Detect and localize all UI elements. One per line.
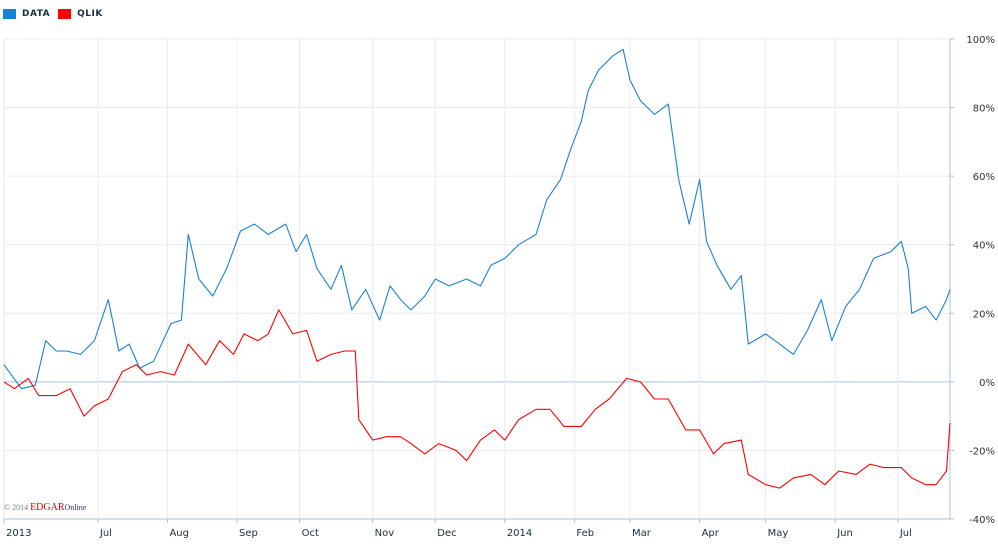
- x-tick-label: Jul: [899, 528, 912, 539]
- y-tick-label: 100%: [966, 35, 995, 46]
- x-tick-label: Oct: [302, 528, 319, 539]
- y-tick-label: 20%: [973, 309, 995, 320]
- x-tick-label: Dec: [437, 528, 456, 539]
- y-tick-label: 0%: [979, 378, 995, 389]
- x-tick-label: Feb: [576, 528, 594, 539]
- x-tick-label: 2013: [6, 528, 31, 539]
- copyright: © 2014 EDGAROnline: [4, 502, 86, 513]
- y-tick-label: 80%: [973, 104, 995, 115]
- copyright-prefix: © 2014: [4, 503, 29, 512]
- x-tick-label: Mar: [632, 528, 652, 539]
- x-tick-label: Jul: [99, 528, 112, 539]
- y-tick-label: -40%: [969, 515, 995, 526]
- series-line-data: [3, 48, 951, 390]
- y-tick-label: 40%: [973, 241, 995, 252]
- copyright-suffix: Online: [64, 503, 87, 512]
- series-line-qlik: [3, 309, 951, 489]
- legend-swatch-data: [3, 9, 16, 19]
- legend-label-data: DATA: [22, 9, 51, 19]
- x-tick-label: 2014: [507, 528, 532, 539]
- y-tick-label: 60%: [973, 172, 995, 183]
- x-tick-label: Aug: [169, 528, 189, 539]
- x-tick-label: Apr: [702, 528, 720, 539]
- x-tick-label: Jun: [836, 528, 853, 539]
- x-tick-label: Sep: [239, 528, 258, 539]
- x-tick-label: May: [768, 528, 789, 539]
- x-tick-label: Nov: [375, 528, 395, 539]
- legend-label-qlik: QLIK: [77, 9, 103, 19]
- y-tick-label: -20%: [969, 446, 995, 457]
- legend: DATA QLIK: [3, 9, 111, 19]
- copyright-brand: EDGAR: [30, 502, 65, 513]
- legend-swatch-qlik: [58, 9, 72, 19]
